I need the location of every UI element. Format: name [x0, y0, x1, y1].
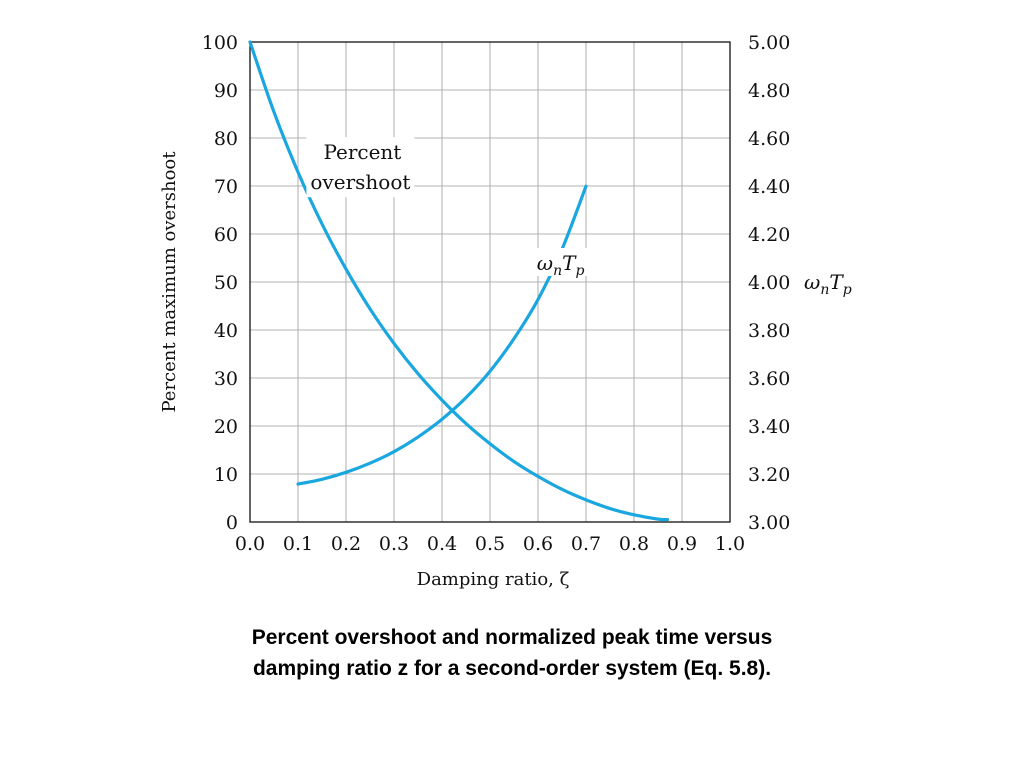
x-tick-label: 0.3: [379, 533, 409, 555]
y2-tick-label: 3.00: [748, 512, 790, 534]
x-tick-label: 0.4: [427, 533, 457, 555]
y-tick-label: 80: [214, 128, 238, 150]
annotation-line-1: Percent: [323, 140, 401, 164]
series-line-percent-overshoot: [248, 40, 670, 522]
annotation-omega-tp: ωnTp: [532, 248, 593, 279]
y2-tick-label: 4.40: [748, 176, 790, 198]
y-tick-label: 10: [214, 464, 238, 486]
y2-axis-title-omega: ω: [804, 270, 820, 294]
annotation-omega-tp-label: ωnTp: [537, 251, 585, 279]
y2-axis-title-sub-n: n: [820, 282, 829, 298]
y2-axis-title-T: T: [829, 270, 844, 294]
annotation-percent-overshoot: Percent overshoot: [306, 137, 415, 198]
caption-line-2: damping ratio z for a second-order syste…: [252, 657, 772, 680]
x-tick-label: 0.2: [331, 533, 361, 555]
y-tick-label: 60: [214, 224, 238, 246]
x-tick-label: 0.1: [283, 533, 313, 555]
y-tick-label: 100: [202, 32, 238, 54]
x-tick-label: 0.5: [475, 533, 505, 555]
figure-caption: Percent overshoot and normalized peak ti…: [0, 622, 1024, 684]
plot-frame: [249, 41, 731, 523]
tick-labels: 0.0 0.1 0.2 0.3 0.4 0.5 0.6 0.7 0.8 0.9 1.0 0 10 20 30…: [202, 32, 791, 555]
chart: 0.0 0.1 0.2 0.3 0.4 0.5 0.6 0.7 0.8 0.9 1.0 0 10 20 30…: [159, 32, 852, 590]
y-tick-label: 40: [214, 320, 238, 342]
x-tick-label: 0.9: [667, 533, 697, 555]
y-axis-title: Percent maximum overshoot: [159, 151, 180, 413]
annotation-background: [306, 137, 415, 198]
y2-tick-label: 4.20: [748, 224, 790, 246]
y2-tick-label: 3.60: [748, 368, 790, 390]
y-tick-label: 50: [214, 272, 238, 294]
annotation-line-2: overshoot: [310, 170, 410, 194]
x-tick-label: 0.7: [571, 533, 601, 555]
y-tick-label: 90: [214, 80, 238, 102]
x-axis-title: Damping ratio, ζ: [417, 569, 570, 590]
annotation-sub-p: p: [575, 263, 584, 279]
y-tick-label: 0: [226, 512, 238, 534]
y-tick-label: 30: [214, 368, 238, 390]
x-tick-label: 0.6: [523, 533, 553, 555]
y2-tick-label: 4.80: [748, 80, 790, 102]
grid: [250, 42, 730, 522]
x-tick-label: 1.0: [715, 533, 745, 555]
x-tick-label: 0.0: [235, 533, 265, 555]
series-lines: [248, 40, 670, 522]
y2-tick-label: 4.00: [748, 272, 790, 294]
y2-axis-title: ωnTp: [804, 270, 852, 298]
y2-tick-label: 3.20: [748, 464, 790, 486]
annotation-omega: ω: [537, 251, 553, 275]
y2-tick-label: 5.00: [748, 32, 790, 54]
annotation-background: [532, 248, 593, 276]
y-tick-label: 70: [214, 176, 238, 198]
annotation-T: T: [562, 251, 577, 275]
y2-axis-title-sub-p: p: [843, 282, 852, 298]
y2-tick-label: 3.80: [748, 320, 790, 342]
x-tick-label: 0.8: [619, 533, 649, 555]
annotation-sub-n: n: [553, 263, 562, 279]
y2-tick-label: 3.40: [748, 416, 790, 438]
caption-line-1: Percent overshoot and normalized peak ti…: [251, 626, 773, 649]
series-line-omega-tp: [296, 184, 588, 486]
y2-tick-label: 4.60: [748, 128, 790, 150]
y-tick-label: 20: [214, 416, 238, 438]
